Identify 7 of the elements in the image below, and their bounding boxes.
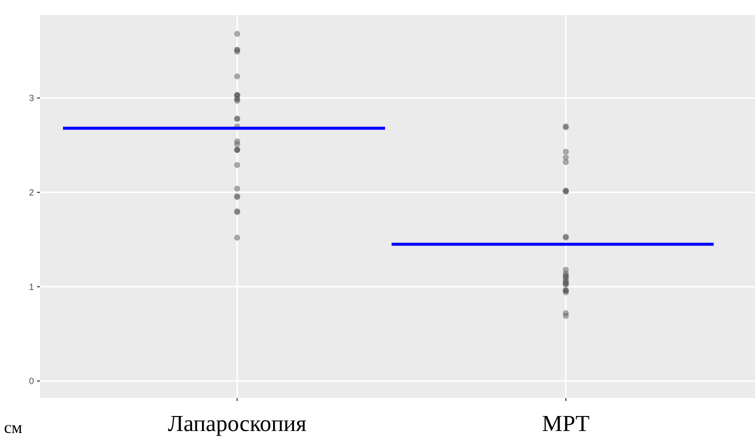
y-tick-label: 0 xyxy=(28,376,34,386)
y-tick-label: 1 xyxy=(28,282,34,292)
y-tick-label: 3 xyxy=(28,93,34,104)
x-tick-label: МРТ xyxy=(542,411,590,436)
y-axis-title: см xyxy=(4,418,23,437)
x-tick-label: Лапароскопия xyxy=(168,411,307,436)
y-tick-label: 2 xyxy=(28,188,34,198)
